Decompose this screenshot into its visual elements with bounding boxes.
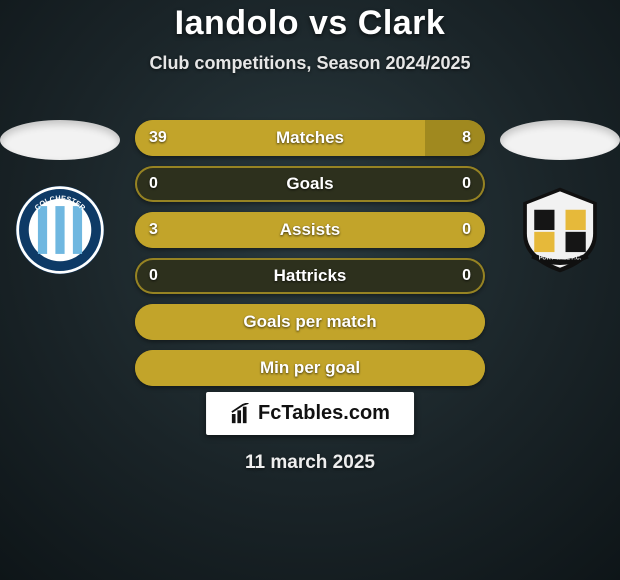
right-player-column: PORT VALE F.C.: [500, 120, 620, 276]
stat-label: Goals: [135, 166, 485, 202]
subtitle: Club competitions, Season 2024/2025: [0, 53, 620, 74]
stat-label: Goals per match: [135, 304, 485, 340]
svg-text:PORT VALE F.C.: PORT VALE F.C.: [539, 255, 582, 261]
left-team-crest: COLCHESTER: [14, 184, 106, 276]
stat-label: Matches: [135, 120, 485, 156]
stat-bar-min-per-goal: Min per goal: [135, 350, 485, 386]
brand-logo-icon: [230, 403, 252, 425]
right-player-avatar: [500, 120, 620, 160]
stat-bar-goals-per-match: Goals per match: [135, 304, 485, 340]
stat-bar-assists: Assists3 0: [135, 212, 485, 248]
stat-label: Hattricks: [135, 258, 485, 294]
stat-bar-matches: Matches39 8: [135, 120, 485, 156]
stat-right-value: 0: [462, 212, 471, 248]
page-title: Iandolo vs Clark: [0, 4, 620, 43]
stat-bar-hattricks: Hattricks0 0: [135, 258, 485, 294]
stat-right-value: 8: [462, 120, 471, 156]
date-label: 11 march 2025: [0, 452, 620, 474]
right-team-crest: PORT VALE F.C.: [514, 184, 606, 276]
stat-left-value: 3: [149, 212, 158, 248]
comparison-bars: Matches398Goals00Assists30Hattricks00Goa…: [135, 120, 485, 386]
brand-watermark: FcTables.com: [206, 392, 414, 435]
stat-right-value: 0: [462, 258, 471, 294]
stat-label: Min per goal: [135, 350, 485, 386]
stat-bar-goals: Goals0 0: [135, 166, 485, 202]
left-player-avatar: [0, 120, 120, 160]
stat-left-value: 0: [149, 166, 158, 202]
stat-left-value: 39: [149, 120, 167, 156]
stat-right-value: 0: [462, 166, 471, 202]
left-player-column: COLCHESTER: [0, 120, 120, 276]
brand-text: FcTables.com: [258, 402, 390, 425]
stat-left-value: 0: [149, 258, 158, 294]
stat-label: Assists: [135, 212, 485, 248]
